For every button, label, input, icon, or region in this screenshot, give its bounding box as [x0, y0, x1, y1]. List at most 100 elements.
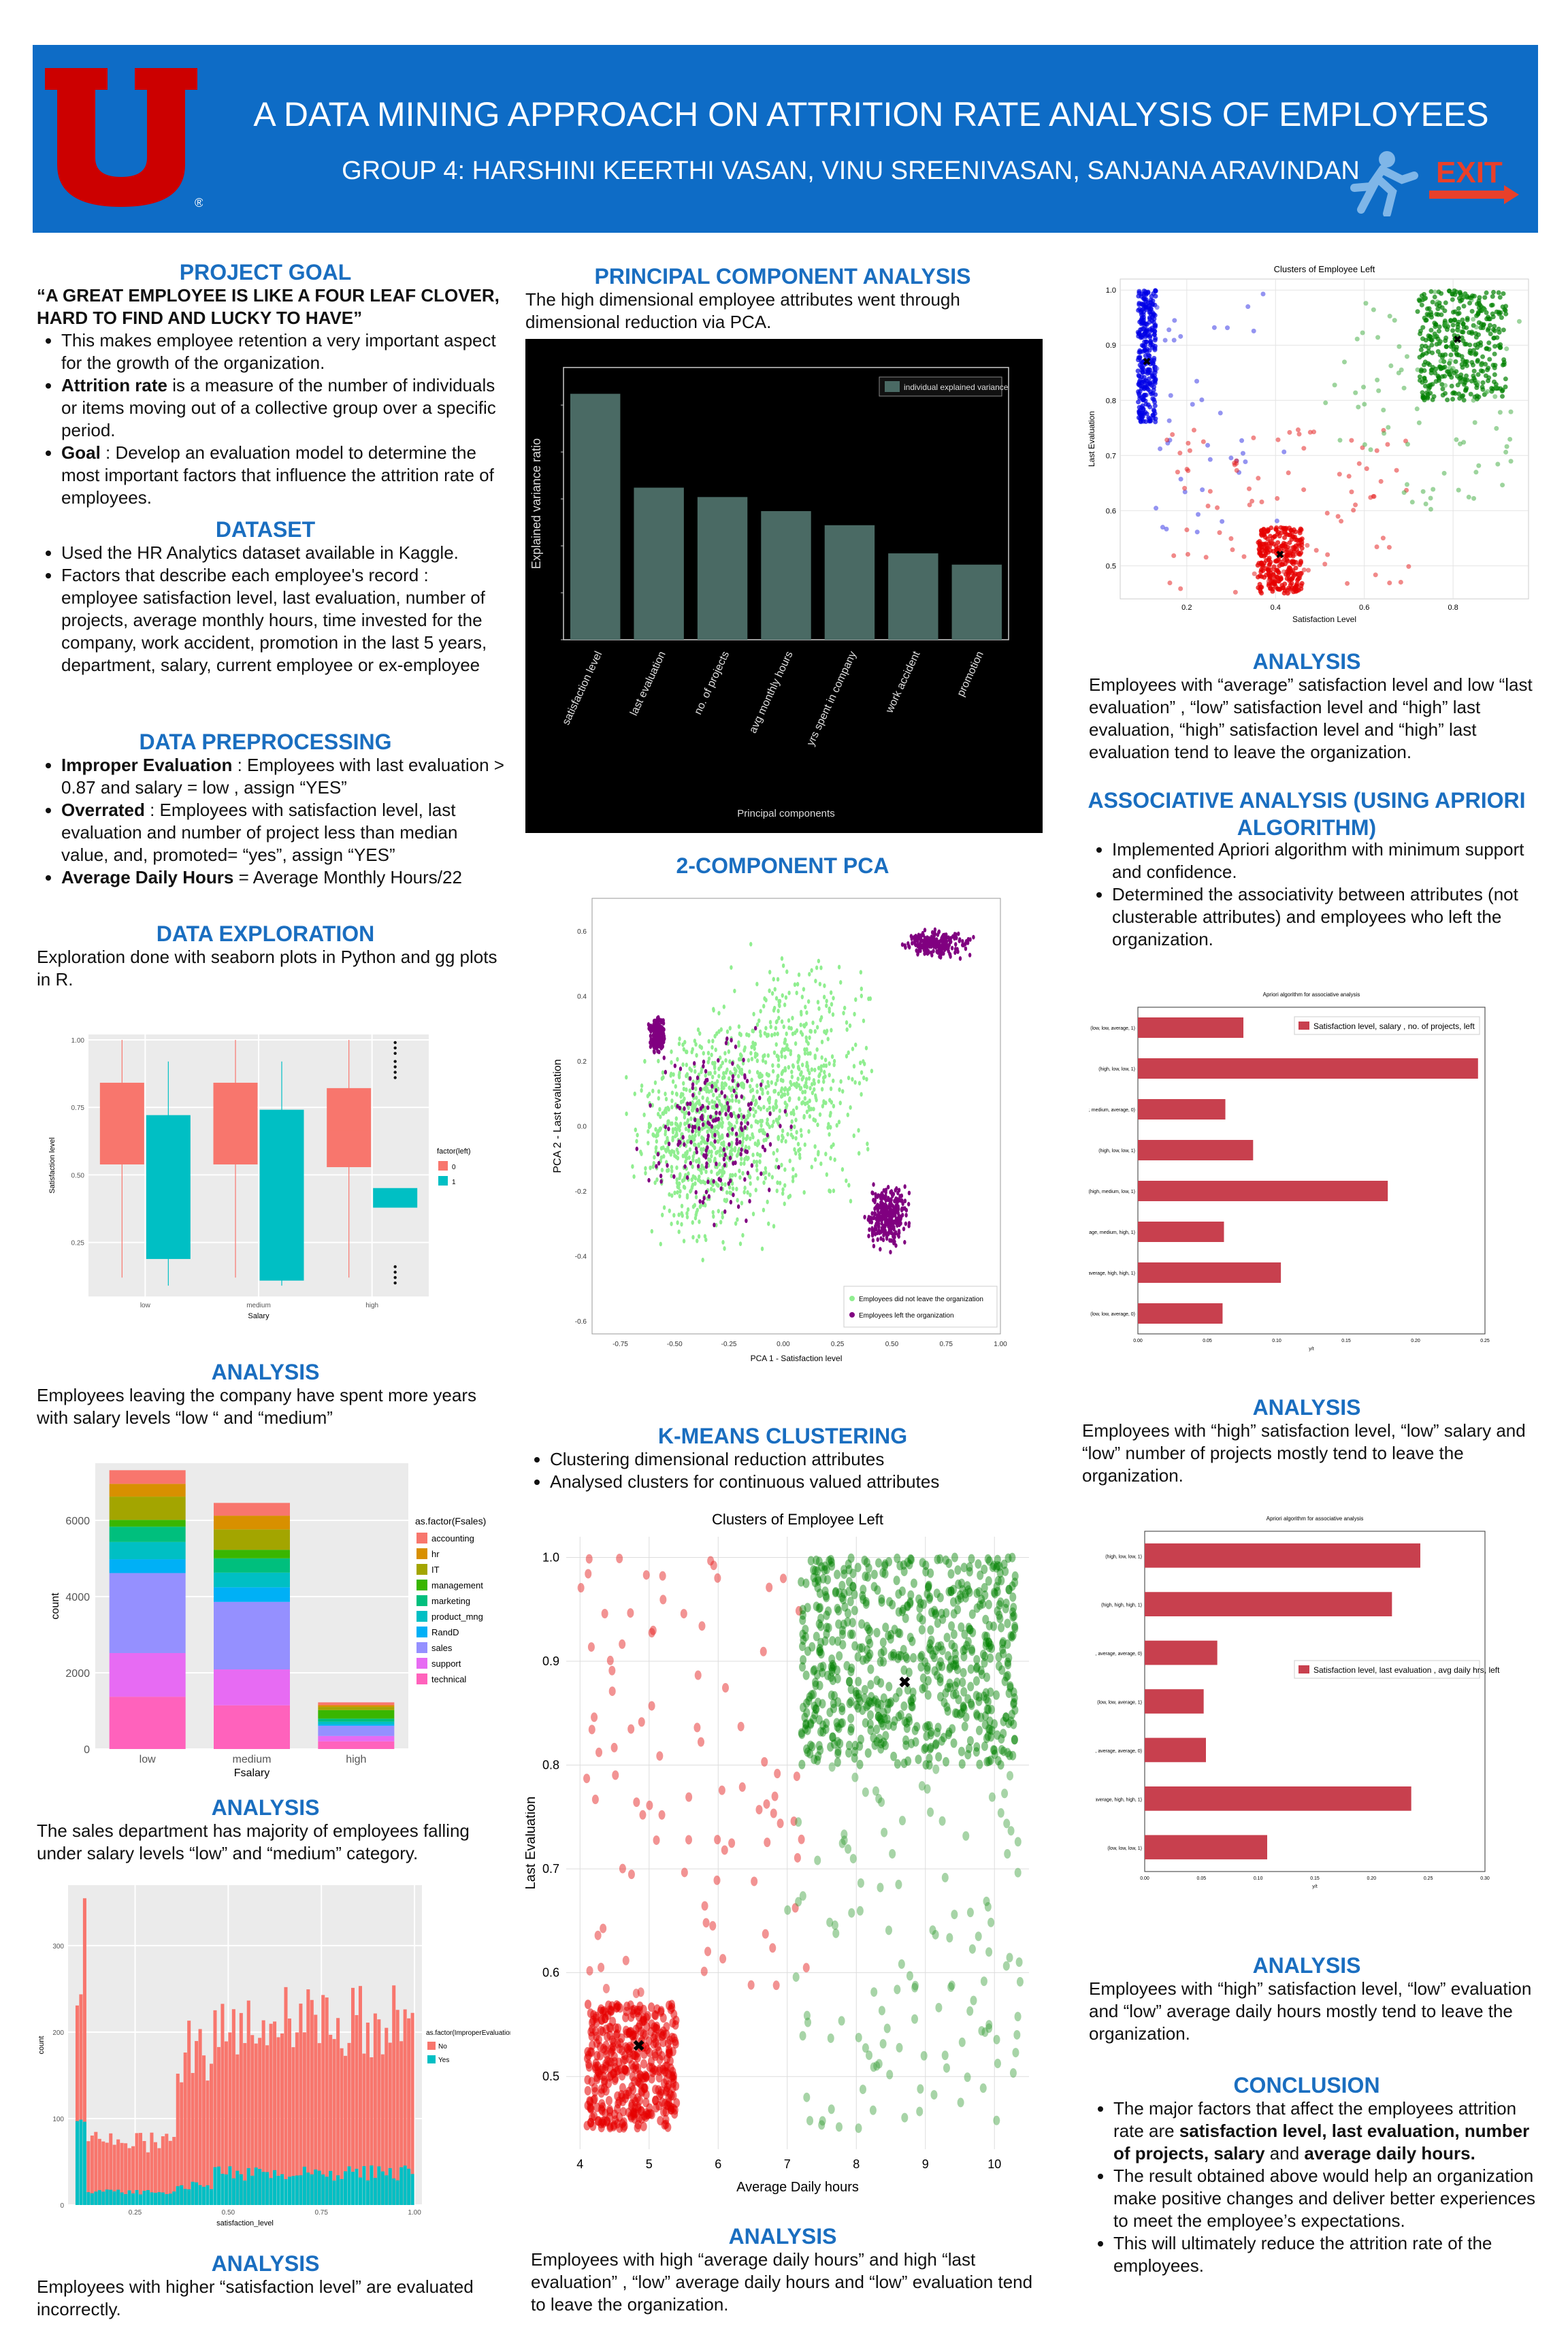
scatter-point	[823, 1074, 827, 1079]
histogram-bar	[120, 2142, 124, 2205]
cluster-point	[1450, 297, 1455, 302]
cluster-point	[655, 2101, 663, 2111]
scatter-point	[766, 1090, 770, 1096]
cluster-point	[685, 1792, 693, 1802]
scatter-point	[702, 1153, 706, 1158]
cluster-point	[991, 1719, 998, 1729]
scatter-point	[768, 1124, 772, 1130]
histogram-bar	[351, 2172, 355, 2205]
cluster-point	[866, 1649, 874, 1659]
scatter-point	[962, 943, 966, 948]
scatter-point	[871, 1238, 875, 1243]
scatter-point	[696, 1107, 699, 1113]
cluster-point	[960, 1703, 968, 1714]
scatter-point	[817, 1006, 821, 1011]
scatter-point	[736, 1217, 739, 1222]
cluster-point	[816, 1646, 823, 1656]
cluster-point	[670, 2009, 678, 2019]
scatter-point	[660, 1076, 664, 1081]
cluster-point	[992, 1690, 1000, 1700]
cluster-point	[987, 1755, 994, 1765]
cluster-point	[887, 1651, 895, 1661]
scatter-point	[750, 1077, 753, 1083]
scatter-point	[723, 1162, 727, 1168]
cluster-point	[863, 1622, 870, 1632]
cluster-point	[1215, 505, 1220, 510]
cluster-point	[1364, 466, 1369, 472]
cluster-point	[827, 1554, 834, 1565]
cluster-point	[917, 1662, 925, 1672]
cluster-point	[945, 1586, 953, 1597]
cluster-point	[1275, 437, 1281, 442]
cluster-point	[698, 1621, 706, 1631]
histogram-bar	[399, 2041, 404, 2205]
cluster-point	[1152, 411, 1158, 416]
cluster-point	[973, 1588, 981, 1599]
cluster-point	[928, 1727, 935, 1737]
cluster-point	[1009, 1607, 1017, 1617]
stacked-bar-segment	[318, 1721, 395, 1725]
cluster-point	[595, 1747, 603, 1757]
scatter-point	[696, 1177, 700, 1183]
cluster-point	[845, 1586, 853, 1597]
scatter-point	[772, 1107, 776, 1113]
stacked-bar-segment	[318, 1705, 395, 1708]
cluster-point	[1349, 438, 1354, 443]
cluster-point	[895, 1650, 902, 1661]
cluster-point	[1143, 321, 1149, 327]
scatter-point	[739, 1126, 743, 1131]
cluster-point	[968, 1644, 975, 1654]
cluster-point	[865, 1563, 872, 1573]
scatter-point	[964, 938, 968, 944]
cluster-point	[799, 1629, 806, 1639]
cluster-point	[1011, 1621, 1019, 1631]
scatter-point	[942, 940, 945, 945]
cluster-point	[938, 1816, 946, 1826]
cluster-point	[1166, 418, 1172, 423]
scatter-point	[800, 1133, 803, 1138]
scatter-point	[670, 1060, 673, 1065]
scatter-point	[839, 1079, 843, 1084]
histogram-bar	[94, 2132, 98, 2205]
list-item: Factors that describe each employee's re…	[61, 564, 506, 676]
cluster-point	[1497, 345, 1503, 350]
cluster-point	[905, 1667, 913, 1678]
histogram-bar	[392, 2178, 396, 2205]
cluster-point	[1230, 547, 1235, 553]
cluster-point	[1147, 329, 1153, 334]
scatter-point	[721, 1120, 724, 1126]
cluster-point	[900, 1645, 907, 1655]
cluster-point	[845, 1748, 853, 1758]
scatter-point	[674, 1083, 677, 1089]
cluster-point	[817, 1637, 825, 1648]
cluster-point	[924, 1582, 932, 1592]
histogram-bar	[161, 2136, 165, 2205]
cluster-point	[1453, 359, 1458, 364]
cluster-point	[988, 1725, 996, 1735]
scatter-point	[762, 1130, 765, 1135]
scatter-point	[783, 1066, 787, 1071]
cluster-point	[932, 1764, 940, 1774]
scatter-point	[885, 1231, 889, 1237]
histogram-bar	[180, 2185, 184, 2205]
scatter-point	[676, 1057, 679, 1062]
cluster-point	[828, 1654, 836, 1664]
scatter-point	[736, 1064, 740, 1069]
y-tick-label: -0.2	[575, 1188, 587, 1196]
cluster-point	[945, 1729, 952, 1740]
scatter-point	[760, 1246, 764, 1252]
scatter-point	[704, 1148, 708, 1153]
cluster-point	[1463, 361, 1468, 367]
scatter-point	[746, 1171, 750, 1175]
cluster-point	[834, 1569, 841, 1580]
pca-bar	[570, 393, 621, 640]
scatter-point	[904, 1207, 909, 1213]
cluster-point	[802, 1718, 810, 1729]
cluster-point	[1448, 318, 1454, 324]
scatter-point	[700, 1113, 704, 1119]
cluster-point	[812, 1566, 819, 1576]
scatter-point	[957, 931, 960, 936]
scatter-point	[934, 944, 937, 949]
cluster-point	[849, 1582, 857, 1592]
